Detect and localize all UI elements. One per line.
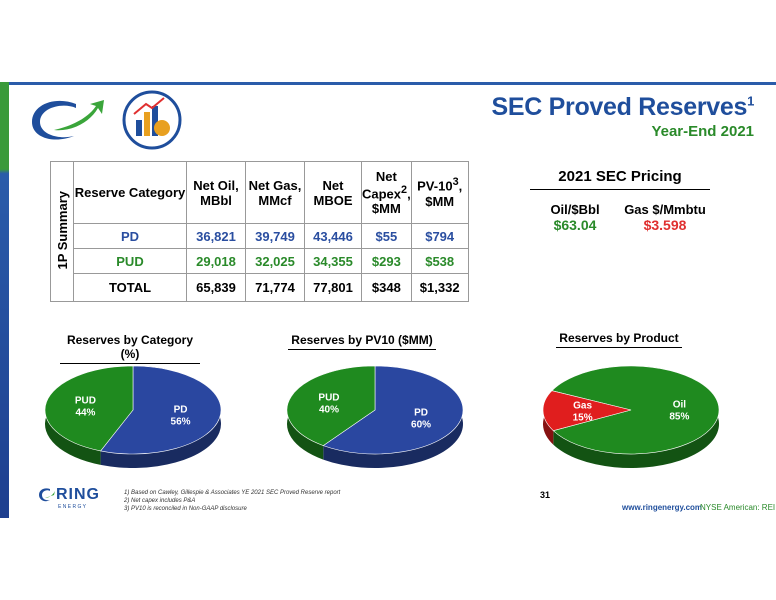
- pie-label-value-pud: 40%: [319, 405, 339, 416]
- pie-title-product: Reserves by Product: [556, 331, 682, 348]
- pie-label-name-pud: PUD: [318, 393, 339, 404]
- pie-slice-pd: [322, 365, 464, 455]
- ring-mark-icon: [39, 488, 55, 502]
- header-category: Reserve Category: [73, 161, 187, 224]
- pie-label-name-pud: PUD: [75, 395, 96, 406]
- financial-growth-icon: [122, 90, 182, 150]
- exchange-ticker: NYSE American: REI: [700, 503, 776, 512]
- title-block: SEC Proved Reserves1 Year-End 2021: [492, 93, 755, 140]
- pie-label-value-pd: 56%: [171, 417, 191, 428]
- pie-title-pv10: Reserves by PV10 ($MM): [288, 333, 436, 350]
- left-accent-bar: [0, 82, 9, 518]
- oil-price-value: $63.04: [553, 217, 597, 233]
- footnotes: 1) Based on Cawley, Gillespie & Associat…: [124, 490, 341, 512]
- pie-label-value-gas: 15%: [573, 412, 593, 423]
- header-pv10: PV-103, $MM: [410, 161, 469, 224]
- pie-label-name-pd: PD: [174, 405, 188, 416]
- gas-price-value: $3.598: [643, 217, 687, 233]
- pie-label-name-gas: Gas: [573, 400, 592, 411]
- page-number: 31: [540, 490, 551, 500]
- pie-label-value-pd: 60%: [411, 419, 431, 430]
- pie-slice-pud: [44, 365, 134, 452]
- pricing-gas: Gas $/Mmbtu $3.598: [620, 202, 710, 233]
- table-row-total: TOTAL 65,839 71,774 77,801 $348 $1,332: [51, 273, 469, 302]
- pie-label-name-pd: PD: [414, 407, 428, 418]
- summary-side-label: 1P Summary: [50, 161, 74, 302]
- website-link[interactable]: www.ringenergy.com: [622, 503, 703, 512]
- header-net-capex: Net Capex2, $MM: [361, 161, 412, 224]
- pie-label-value-pud: 44%: [75, 407, 95, 418]
- header-rule: [9, 82, 776, 85]
- header-net-oil: Net Oil, MBbl: [186, 161, 246, 224]
- table-row-pud: PUD 29,018 32,025 34,355 $293 $538: [51, 248, 469, 274]
- header-net-gas: Net Gas, MMcf: [245, 161, 305, 224]
- header-net-mboe: Net MBOE: [304, 161, 362, 224]
- table-row-pd: PD 36,821 39,749 43,446 $55 $794: [51, 223, 469, 249]
- pie-slice-pd: [100, 365, 222, 455]
- pie-slice-oil: [551, 365, 720, 455]
- pie-slice-gas: [542, 390, 632, 431]
- pie-label-name-oil: Oil: [673, 400, 687, 411]
- pie-slice-side-pd: [100, 366, 222, 468]
- sec-pricing-panel: 2021 SEC Pricing Oil/$Bbl $63.04 Gas $/M…: [530, 168, 710, 233]
- ring-logo-icon: [32, 100, 104, 140]
- page-subtitle: Year-End 2021: [651, 123, 754, 140]
- pie-title-category: Reserves by Category (%): [60, 333, 200, 364]
- pie-slice-pud: [286, 365, 376, 446]
- footer-logo: RING E N E R G Y: [38, 486, 114, 510]
- pricing-oil: Oil/$Bbl $63.04: [530, 202, 620, 233]
- reserve-summary-table: 1P Summary Reserve Category Net Oil, MBbl…: [50, 161, 469, 302]
- pie-slice-side-pd: [323, 366, 464, 468]
- pie-label-value-oil: 85%: [669, 412, 689, 423]
- pricing-title: 2021 SEC Pricing: [530, 168, 710, 190]
- page-title: SEC Proved Reserves1: [491, 93, 755, 121]
